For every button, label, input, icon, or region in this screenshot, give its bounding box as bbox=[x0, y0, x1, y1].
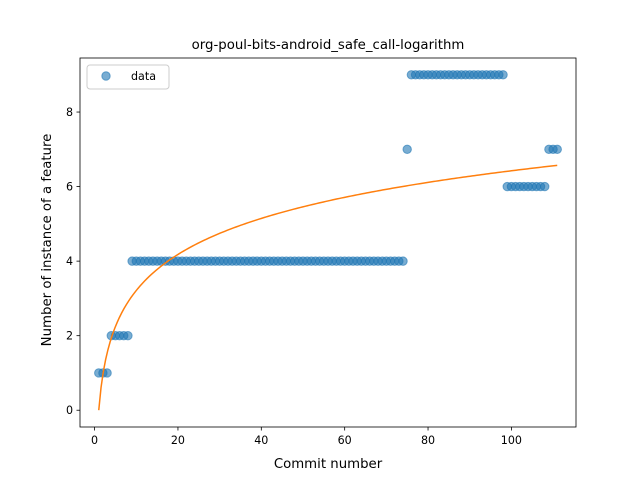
y-tick-label: 0 bbox=[66, 404, 73, 417]
legend-marker bbox=[101, 71, 111, 81]
data-point bbox=[402, 144, 412, 155]
y-tick-label: 8 bbox=[66, 106, 73, 119]
y-tick-label: 2 bbox=[66, 330, 73, 343]
legend: data bbox=[86, 64, 170, 90]
y-tick-label: 4 bbox=[66, 255, 73, 268]
y-tick-label: 6 bbox=[66, 181, 73, 194]
axes-frame bbox=[79, 57, 577, 428]
x-tick-label: 80 bbox=[421, 434, 435, 447]
x-tick-label: 40 bbox=[254, 434, 268, 447]
data-series bbox=[94, 70, 562, 378]
chart-title: org-poul-bits-android_safe_call-logarith… bbox=[192, 38, 465, 53]
data-point bbox=[540, 181, 550, 192]
x-tick-label: 20 bbox=[171, 434, 185, 447]
y-axis-label: Number of instance of a feature bbox=[40, 134, 55, 347]
y-axis-ticks: 0 2 4 6 8 bbox=[66, 106, 80, 417]
x-axis-ticks: 0 20 40 60 80 100 bbox=[91, 427, 522, 447]
data-point bbox=[123, 330, 133, 341]
x-axis-label: Commit number bbox=[274, 457, 383, 472]
data-point bbox=[552, 144, 562, 155]
plot-area bbox=[79, 57, 577, 428]
x-tick-label: 60 bbox=[338, 434, 352, 447]
legend-box bbox=[86, 64, 170, 90]
fit-line bbox=[98, 164, 558, 411]
x-tick-label: 100 bbox=[501, 434, 522, 447]
data-point bbox=[498, 70, 508, 80]
legend-label: data bbox=[131, 70, 156, 83]
x-tick-label: 0 bbox=[91, 434, 98, 447]
data-point bbox=[398, 256, 408, 266]
